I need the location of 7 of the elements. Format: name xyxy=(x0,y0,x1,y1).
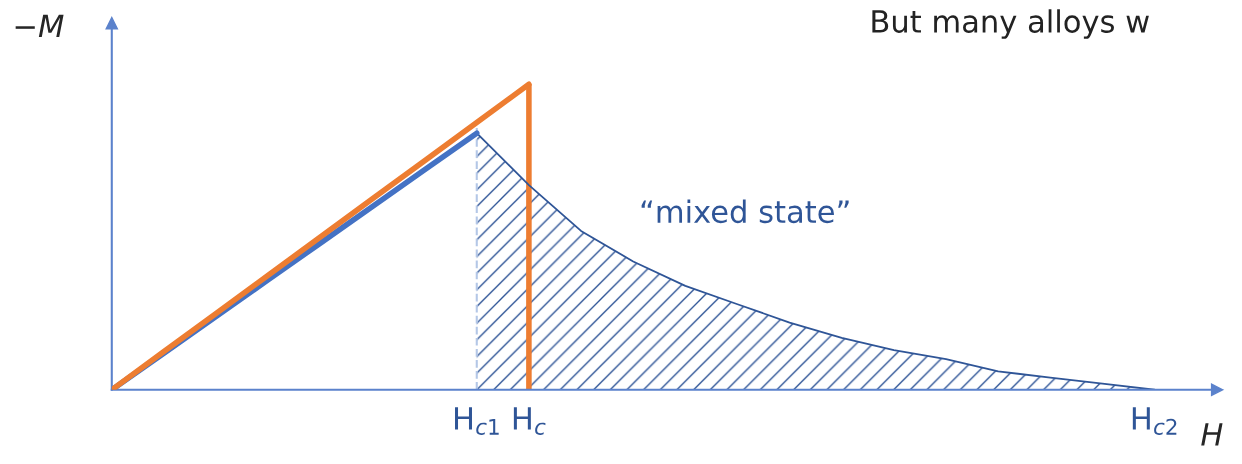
y-axis-title: −M xyxy=(15,14,64,38)
annotation: “mixed state” xyxy=(641,199,849,224)
text: But many alloys w xyxy=(872,9,1149,39)
x-tick-label: H$_{c2}$ xyxy=(1132,407,1177,435)
x-axis-title: H xyxy=(1201,423,1223,446)
x-tick-label: H$_{c1}$ xyxy=(455,407,499,435)
x-tick-label: H$_{c}$ xyxy=(513,407,546,435)
